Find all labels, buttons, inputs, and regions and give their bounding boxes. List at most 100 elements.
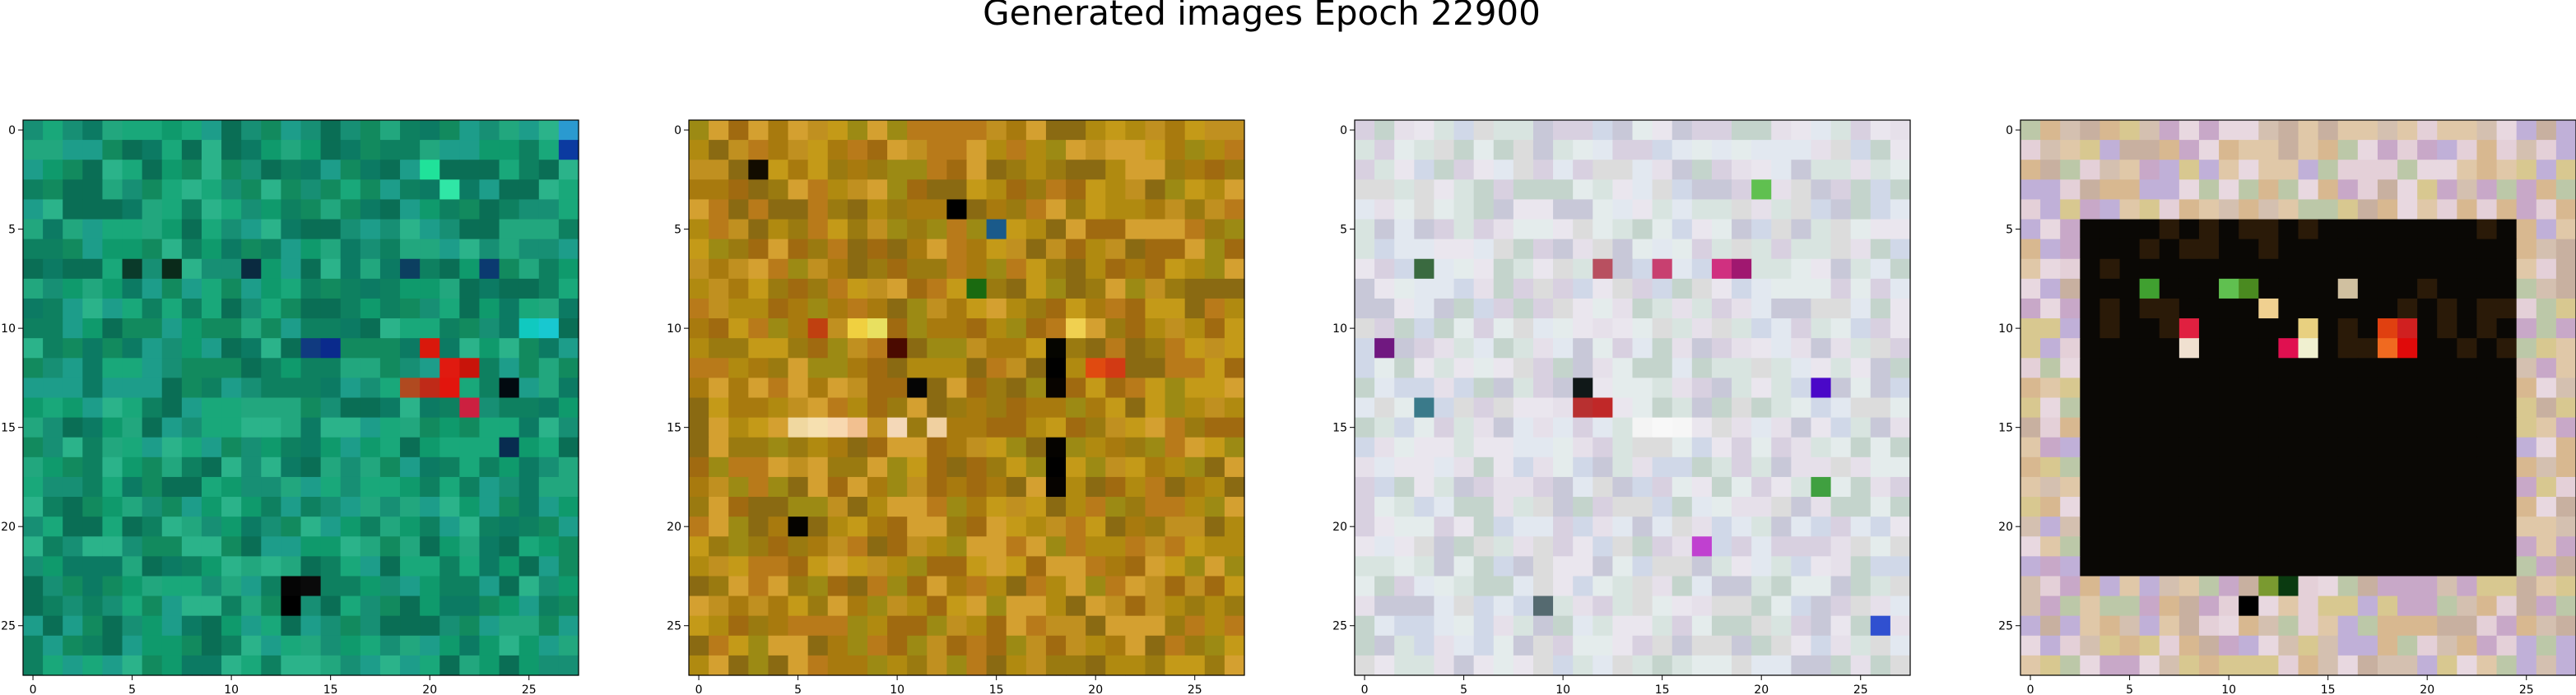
pixel-cell	[927, 338, 947, 359]
pixel-cell	[946, 318, 968, 339]
pixel-cell	[1414, 120, 1435, 141]
pixel-cell	[2318, 278, 2339, 299]
pixel-cell	[1811, 397, 1832, 419]
pixel-cell	[689, 239, 709, 260]
pixel-cell	[2080, 258, 2101, 280]
pixel-cell	[2337, 140, 2359, 160]
pixel-cell	[1791, 417, 1812, 438]
pixel-cell	[689, 476, 709, 498]
x-tick-label: 5	[2126, 683, 2133, 695]
axes-frame	[2020, 119, 2576, 676]
pixel-cell	[1850, 476, 1872, 498]
pixel-cell	[420, 595, 440, 617]
pixel-cell	[1045, 456, 1067, 478]
pixel-cell	[1791, 120, 1812, 141]
pixel-cell	[807, 517, 829, 537]
pixel-cell	[887, 437, 908, 458]
pixel-cell	[2555, 536, 2576, 557]
pixel-cell	[807, 615, 829, 637]
pixel-cell	[2119, 318, 2141, 339]
pixel-cell	[1612, 318, 1634, 339]
pixel-cell	[2397, 635, 2418, 656]
pixel-cell	[867, 417, 888, 438]
pixel-cell	[1612, 576, 1634, 597]
pixel-cell	[2159, 417, 2180, 438]
pixel-cell	[241, 258, 262, 280]
pixel-cell	[1045, 278, 1067, 299]
pixel-cell	[807, 358, 829, 378]
pixel-cell	[161, 199, 183, 220]
pixel-cell	[2457, 199, 2478, 220]
pixel-cell	[360, 239, 381, 260]
pixel-cell	[867, 318, 888, 339]
pixel-cell	[281, 378, 302, 399]
pixel-cell	[1732, 476, 1752, 498]
pixel-cell	[538, 417, 560, 438]
pixel-cell	[827, 318, 849, 339]
pixel-cell	[241, 199, 262, 220]
pixel-cell	[2536, 635, 2557, 656]
pixel-cell	[1105, 437, 1126, 458]
pixel-cell	[340, 140, 361, 160]
pixel-cell	[1711, 576, 1732, 597]
pixel-cell	[1890, 397, 1911, 419]
pixel-cell	[1394, 160, 1415, 180]
pixel-cell	[1374, 635, 1395, 656]
pixel-cell	[2020, 437, 2041, 458]
pixel-cell	[2139, 536, 2160, 557]
pixel-cell	[2397, 456, 2418, 478]
pixel-cell	[1691, 476, 1713, 498]
pixel-cell	[102, 120, 123, 141]
pixel-cell	[518, 239, 540, 260]
pixel-cell	[1184, 635, 1206, 656]
pixel-cell	[1830, 517, 1852, 537]
pixel-cell	[1086, 219, 1106, 240]
pixel-cell	[1711, 437, 1732, 458]
pixel-cell	[518, 517, 540, 537]
pixel-cell	[2060, 378, 2081, 399]
pixel-cell	[2298, 635, 2319, 656]
pixel-cell	[1632, 199, 1653, 220]
pixel-cell	[2219, 556, 2239, 577]
pixel-cell	[1355, 397, 1375, 419]
pixel-cell	[907, 497, 928, 517]
pixel-cell	[1453, 358, 1475, 378]
pixel-cell	[181, 160, 202, 180]
pixel-cell	[63, 160, 83, 180]
pixel-cell	[1711, 556, 1732, 577]
pixel-cell	[748, 397, 770, 419]
pixel-cell	[1791, 338, 1812, 359]
pixel-cell	[827, 536, 849, 557]
pixel-cell	[1025, 358, 1047, 378]
pixel-cell	[2080, 358, 2101, 378]
pixel-cell	[63, 536, 83, 557]
pixel-cell	[340, 556, 361, 577]
pixel-cell	[1751, 417, 1772, 438]
pixel-cell	[2377, 517, 2398, 537]
pixel-cell	[2555, 239, 2576, 260]
pixel-cell	[439, 635, 460, 656]
pixel-cell	[82, 595, 104, 617]
pixel-cell	[2397, 476, 2418, 498]
pixel-cell	[2119, 358, 2141, 378]
pixel-cell	[1105, 517, 1126, 537]
pixel-cell	[1553, 179, 1574, 201]
pixel-cell	[400, 576, 421, 597]
pixel-cell	[1811, 517, 1832, 537]
pixel-cell	[2377, 378, 2398, 399]
pixel-cell	[320, 615, 342, 637]
pixel-cell	[788, 517, 809, 537]
pixel-cell	[1453, 179, 1475, 201]
pixel-cell	[499, 635, 520, 656]
pixel-cell	[1532, 536, 1554, 557]
pixel-cell	[63, 120, 83, 141]
pixel-cell	[1125, 576, 1146, 597]
pixel-cell	[1791, 655, 1812, 676]
pixel-cell	[1870, 536, 1891, 557]
pixel-cell	[2377, 635, 2398, 656]
pixel-cell	[1632, 358, 1653, 378]
pixel-cell	[768, 179, 789, 201]
pixel-cell	[1612, 437, 1634, 458]
pixel-cell	[1711, 378, 1732, 399]
pixel-cell	[1732, 179, 1752, 201]
